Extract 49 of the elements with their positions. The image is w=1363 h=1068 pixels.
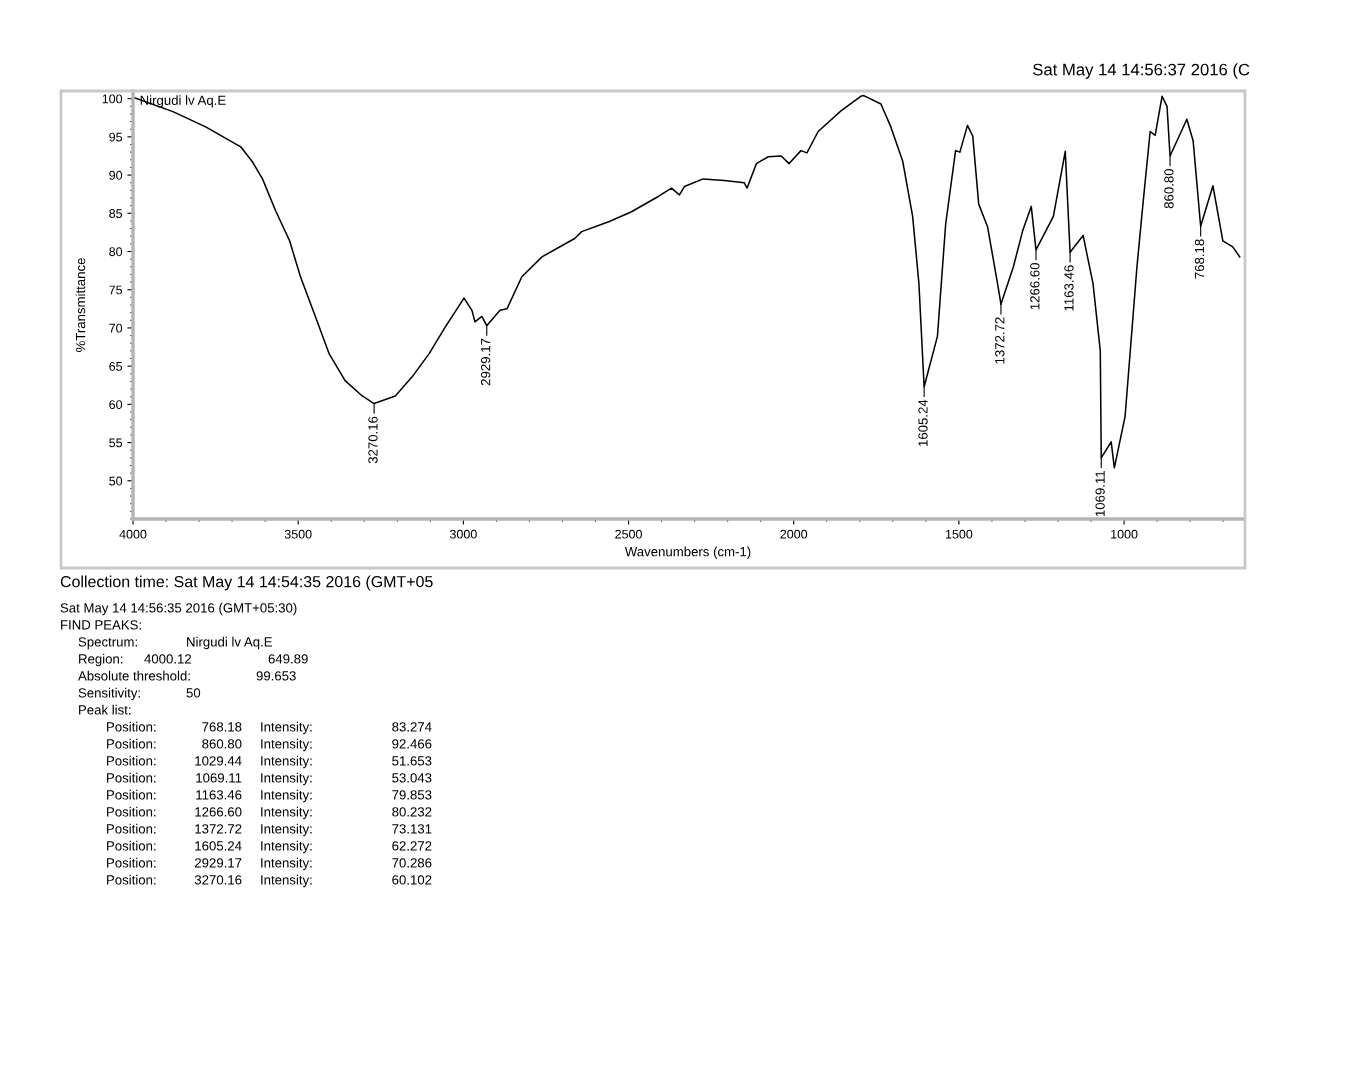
chart-title: Sat May 14 14:56:37 2016 (C — [1033, 63, 1250, 79]
y-tick-label: 80 — [109, 247, 123, 257]
y-tick-label: 50 — [109, 476, 123, 486]
annotation: 1069.11 — [1095, 471, 1105, 517]
text: Collection time: Sat May 14 14:54:35 2016 (GMT+05 — [60, 575, 433, 591]
text: Position: 1163.46 Intensity: 79.853 — [107, 789, 432, 803]
annotation: 3270.16 — [368, 416, 378, 464]
text: Spectrum: Nirgudi lv Aq.E — [78, 636, 272, 650]
y-tick-label: 75 — [109, 285, 123, 295]
text: Position: 860.80 Intensity: 92.466 — [107, 738, 432, 752]
text: Absolute threshold: 99.653 — [78, 670, 296, 681]
x-tick-label: 3500 — [284, 529, 312, 539]
y-tick-label: 100 — [102, 94, 123, 104]
text: Sensitivity: 50 — [78, 687, 201, 701]
annotation: 1605.24 — [918, 399, 928, 446]
series-label: Nirgudi lv Aq.E — [140, 95, 226, 108]
annotation: 1163.46 — [1064, 265, 1074, 311]
x-tick-label: 1500 — [945, 529, 973, 539]
y-tick-label: 85 — [109, 209, 123, 218]
annotation: 2929.17 — [480, 338, 491, 386]
text: Position: 768.18 Intensity: 83.274 — [107, 721, 432, 735]
text: Position: 3270.16 Intensity: 60.102 — [107, 874, 432, 888]
text: Position: 1372.72 Intensity: 73.131 — [107, 823, 432, 837]
text: Position: 1266.60 Intensity: 80.232 — [107, 806, 432, 820]
annotation: 1372.72 — [995, 317, 1005, 364]
annotation: 860.80 — [1164, 168, 1174, 209]
x-tick-label: 2500 — [615, 529, 642, 539]
text: FIND PEAKS: — [61, 620, 141, 630]
annotation: 1266.60 — [1030, 262, 1040, 310]
text: Position: 1029.44 Intensity: 51.653 — [107, 755, 432, 769]
x-tick-label: 4000 — [119, 529, 147, 539]
y-tick-label: 70 — [109, 323, 123, 333]
x-tick-label: 2000 — [780, 529, 808, 539]
x-axis-title: Wavenumbers (cm-1) — [624, 546, 751, 559]
y-tick-label: 60 — [109, 400, 123, 410]
text: Sat May 14 14:56:35 2016 (GMT+05:30) — [60, 602, 297, 616]
text: Position: 2929.17 Intensity: 70.286 — [107, 857, 432, 871]
x-tick-label: 1000 — [1111, 529, 1138, 539]
text: Peak list: — [79, 704, 131, 715]
y-tick-label: 90 — [109, 170, 123, 180]
text: Position: 1605.24 Intensity: 62.272 — [107, 840, 432, 854]
y-tick-label: 55 — [109, 438, 123, 448]
text: Position: 1069.11 Intensity: 53.043 — [107, 772, 432, 786]
y-axis-title: %Transmittance — [75, 258, 86, 352]
text: Region: 4000.12 649.89 — [79, 653, 308, 667]
x-tick-label: 3000 — [449, 529, 477, 539]
y-tick-label: 95 — [109, 132, 123, 142]
y-tick-label: 65 — [109, 361, 123, 371]
annotation: 768.18 — [1194, 239, 1205, 279]
